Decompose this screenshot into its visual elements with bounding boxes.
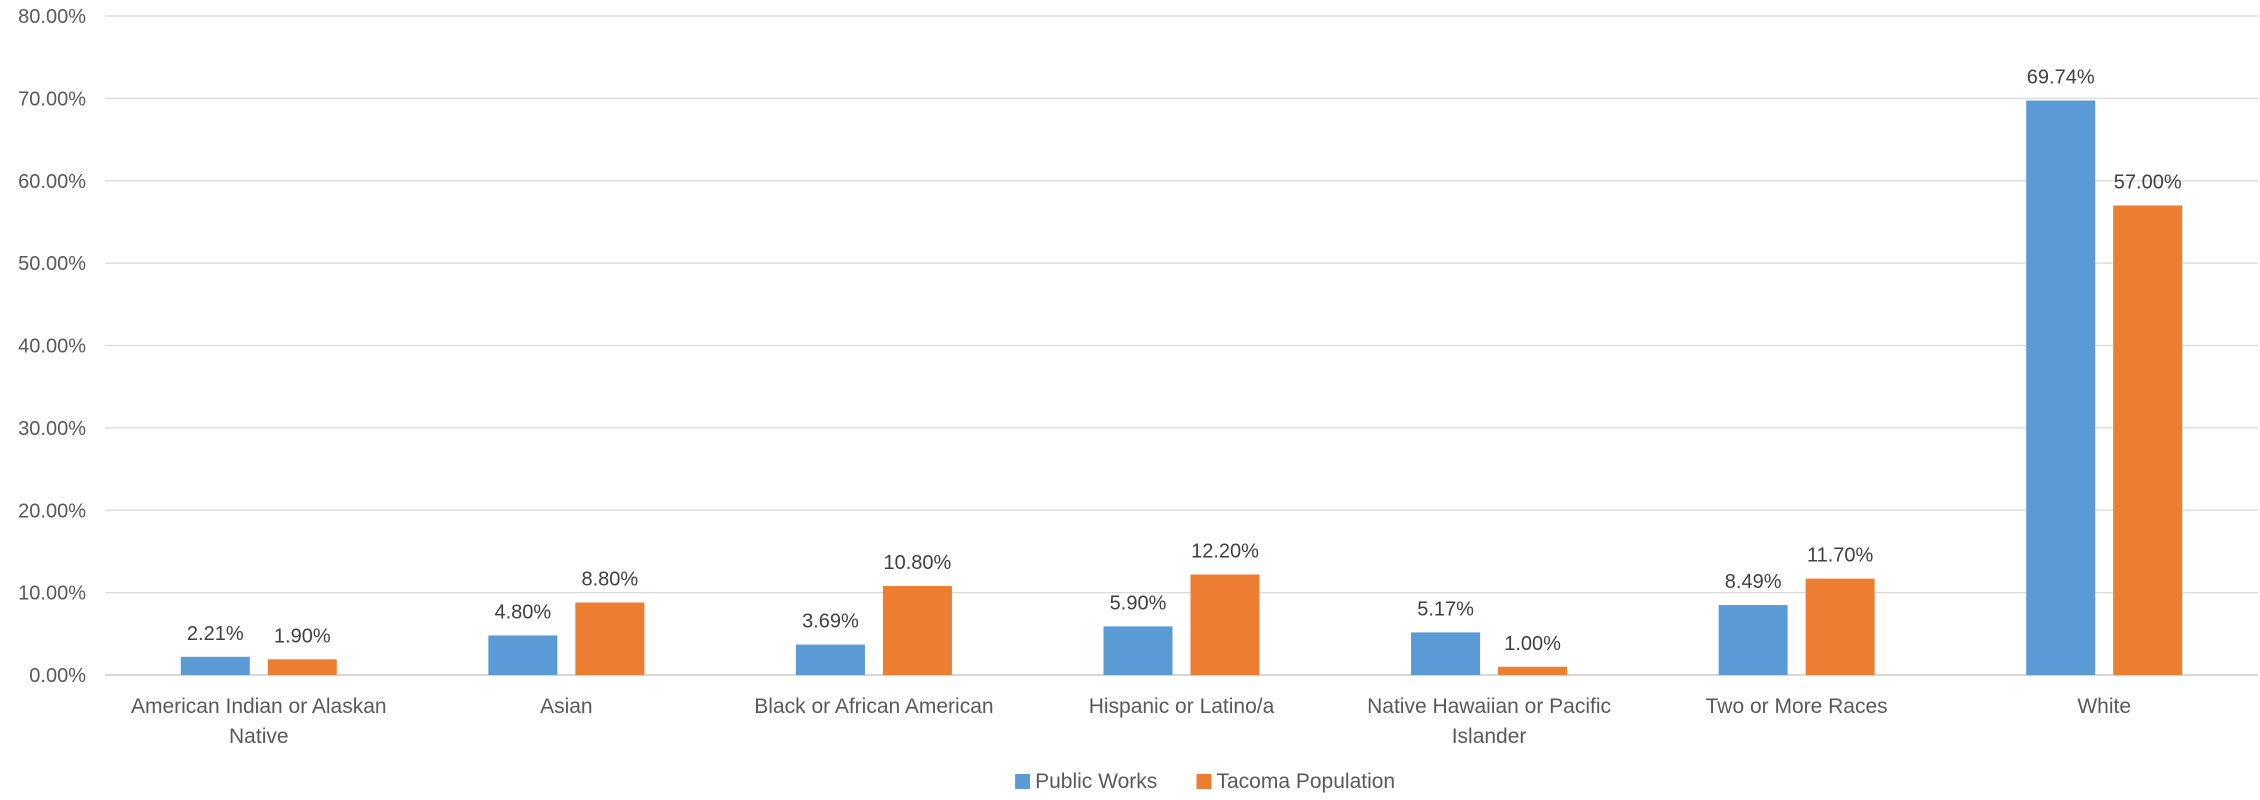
y-tick-label: 70.00% [18, 88, 86, 110]
category-label: Islander [1452, 725, 1527, 748]
bar [795, 644, 865, 675]
bar [1805, 578, 1875, 675]
legend-swatch [1196, 774, 1212, 789]
category-label: American Indian or Alaskan [131, 695, 387, 718]
data-label: 5.17% [1417, 598, 1474, 620]
bar [575, 602, 645, 675]
data-label: 5.90% [1110, 592, 1167, 614]
data-label: 11.70% [1807, 545, 1874, 567]
bar [2113, 205, 2183, 675]
bar [2026, 100, 2096, 676]
data-label: 12.20% [1191, 541, 1259, 563]
data-label: 4.80% [494, 601, 551, 623]
data-label: 1.00% [1504, 633, 1561, 655]
category-label: Two or More Races [1706, 695, 1888, 718]
category-label: White [2077, 695, 2131, 718]
bar [1498, 666, 1568, 675]
bar [1411, 632, 1481, 675]
data-label: 1.90% [274, 625, 331, 647]
legend-label: Tacoma Population [1217, 770, 1396, 793]
data-label: 8.49% [1725, 571, 1782, 593]
category-label: Black or African American [754, 695, 993, 718]
bar [180, 656, 250, 675]
category-label: Hispanic or Latino/a [1089, 695, 1275, 718]
legend-label: Public Works [1035, 770, 1157, 793]
bar [1718, 605, 1788, 675]
y-tick-label: 30.00% [18, 418, 86, 440]
data-label: 3.69% [802, 611, 859, 633]
y-tick-label: 10.00% [18, 583, 86, 605]
category-label: Asian [540, 695, 593, 718]
y-tick-label: 20.00% [18, 500, 86, 522]
y-tick-label: 40.00% [18, 336, 86, 358]
legend-swatch [1015, 774, 1031, 789]
category-label: Native [229, 725, 289, 748]
y-tick-label: 0.00% [29, 665, 86, 687]
bar [488, 635, 558, 675]
category-label: Native Hawaiian or Pacific [1367, 695, 1611, 718]
bar [1103, 626, 1173, 675]
bar [267, 659, 337, 675]
data-label: 10.80% [884, 552, 952, 574]
y-tick-label: 80.00% [18, 6, 86, 28]
data-label: 2.21% [187, 623, 244, 645]
y-tick-label: 50.00% [18, 253, 86, 275]
bar [882, 586, 952, 675]
data-label: 8.80% [581, 569, 638, 591]
data-label: 69.74% [2027, 67, 2095, 89]
bar [1190, 574, 1260, 675]
data-label: 57.00% [2114, 171, 2182, 193]
y-tick-label: 60.00% [18, 171, 86, 193]
